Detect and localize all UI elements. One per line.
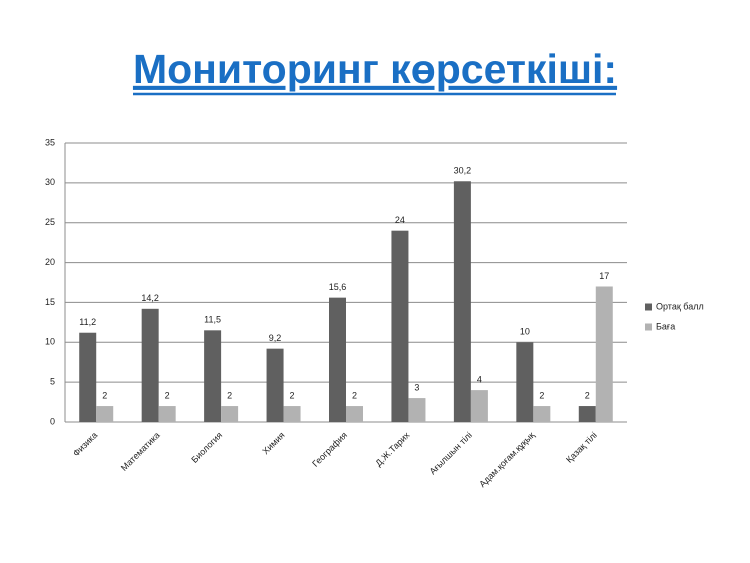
chart-title: Мониторинг көрсеткіші:	[133, 46, 617, 92]
y-tick-label: 35	[45, 137, 55, 147]
bar	[408, 398, 426, 422]
legend-label: Ортақ балл	[656, 301, 704, 311]
legend-label: Баға	[656, 321, 675, 331]
bar	[96, 406, 114, 422]
value-label: 10	[520, 327, 530, 337]
value-label: 14,2	[141, 293, 159, 303]
bar	[283, 406, 301, 422]
value-label: 2	[227, 390, 232, 400]
value-label: 15,6	[329, 282, 347, 292]
y-tick-label: 20	[45, 257, 55, 267]
value-label: 24	[395, 215, 405, 225]
value-label: 4	[477, 374, 482, 384]
legend-swatch	[645, 323, 652, 331]
bar	[533, 406, 551, 422]
bar	[516, 342, 534, 422]
value-label: 11,5	[204, 315, 221, 325]
value-label: 3	[414, 382, 419, 392]
bar	[470, 390, 488, 422]
bar	[221, 406, 239, 422]
value-label: 2	[585, 390, 590, 400]
bar	[346, 406, 363, 422]
bar	[595, 286, 613, 422]
bar	[453, 181, 471, 422]
value-label: 11,2	[79, 317, 96, 327]
value-label: 2	[290, 390, 295, 400]
y-tick-label: 10	[45, 337, 55, 347]
y-tick-label: 15	[45, 297, 55, 307]
value-label: 9,2	[269, 333, 282, 343]
bar	[79, 332, 97, 422]
y-tick-label: 0	[50, 416, 55, 426]
y-tick-label: 30	[45, 177, 55, 187]
y-tick-label: 25	[45, 217, 55, 227]
value-label: 30,2	[454, 166, 472, 176]
bar	[578, 406, 596, 422]
legend-swatch	[645, 303, 652, 311]
value-label: 2	[102, 390, 107, 400]
bar	[329, 297, 346, 422]
y-tick-label: 5	[50, 377, 55, 387]
bar	[141, 308, 159, 422]
value-label: 2	[539, 390, 544, 400]
value-label: 17	[599, 271, 609, 281]
value-label: 2	[352, 390, 357, 400]
bar	[158, 406, 176, 422]
bar	[391, 230, 409, 422]
value-label: 2	[165, 390, 170, 400]
bar	[266, 348, 284, 422]
bar	[204, 330, 222, 422]
